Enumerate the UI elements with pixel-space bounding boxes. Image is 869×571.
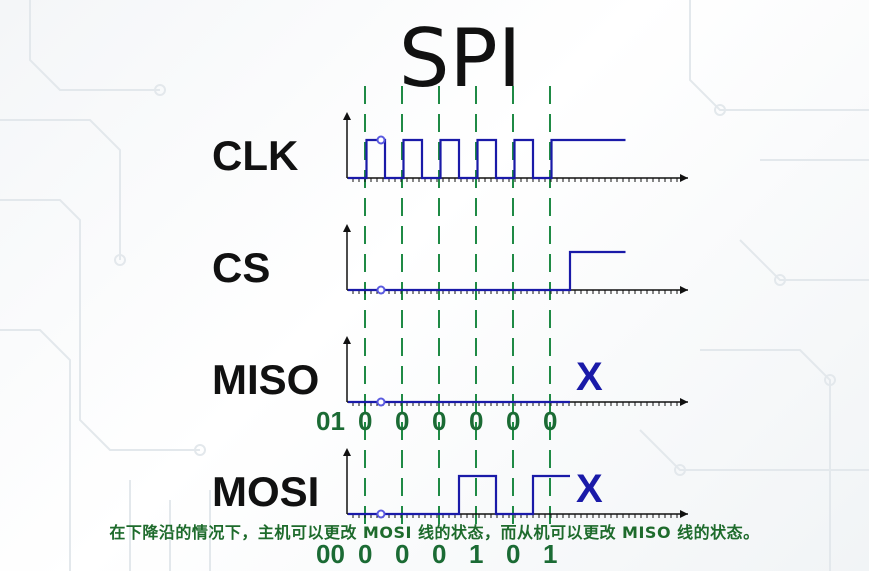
waveform-clk — [348, 140, 626, 178]
edge-dot — [378, 399, 385, 406]
bit-value: 0 — [432, 539, 446, 569]
signal-row-miso: MISO X — [212, 310, 688, 420]
signal-row-cs: CS — [212, 198, 688, 308]
caption: 在下降沿的情况下，主机可以更改 MOSI 线的状态，而从机可以更改 MISO 线… — [0, 519, 869, 543]
bit-value: 01 — [316, 406, 345, 436]
bit-value: 0 — [395, 406, 409, 436]
miso-bit-values: 01 0 0 0 0 0 0 — [316, 406, 557, 436]
signal-row-mosi: MOSI X — [212, 422, 688, 532]
bit-value: 00 — [316, 539, 345, 569]
edge-dot — [378, 511, 385, 518]
high-impedance-mark: X — [576, 355, 603, 399]
slide-title: SPI — [399, 12, 522, 105]
signal-label: CS — [212, 244, 270, 291]
bit-value: 0 — [543, 406, 557, 436]
bit-value: 0 — [506, 539, 520, 569]
mosi-bit-values: 00 0 0 0 1 0 1 — [316, 539, 557, 569]
x-axis-arrow — [680, 286, 688, 294]
signal-label: CLK — [212, 132, 298, 179]
bit-value: 0 — [506, 406, 520, 436]
bit-value: 0 — [358, 406, 372, 436]
x-axis-arrow — [680, 510, 688, 518]
waveform-mosi — [348, 476, 570, 514]
bit-value: 0 — [432, 406, 446, 436]
y-axis-arrow — [343, 336, 351, 344]
x-axis-arrow — [680, 398, 688, 406]
high-impedance-mark: X — [576, 467, 603, 511]
bit-value: 0 — [395, 539, 409, 569]
y-axis-arrow — [343, 448, 351, 456]
signal-rows: CLK CS MISO X MOSI X — [212, 86, 688, 532]
waveform-cs — [348, 252, 626, 290]
bit-value: 1 — [543, 539, 557, 569]
edge-dot — [378, 287, 385, 294]
bit-value: 0 — [469, 406, 483, 436]
x-axis-arrow — [680, 174, 688, 182]
y-axis-arrow — [343, 224, 351, 232]
bit-value: 0 — [358, 539, 372, 569]
signal-label: MISO — [212, 356, 319, 403]
y-axis-arrow — [343, 112, 351, 120]
bit-value: 1 — [469, 539, 483, 569]
signal-label: MOSI — [212, 468, 319, 515]
edge-dot — [378, 137, 385, 144]
